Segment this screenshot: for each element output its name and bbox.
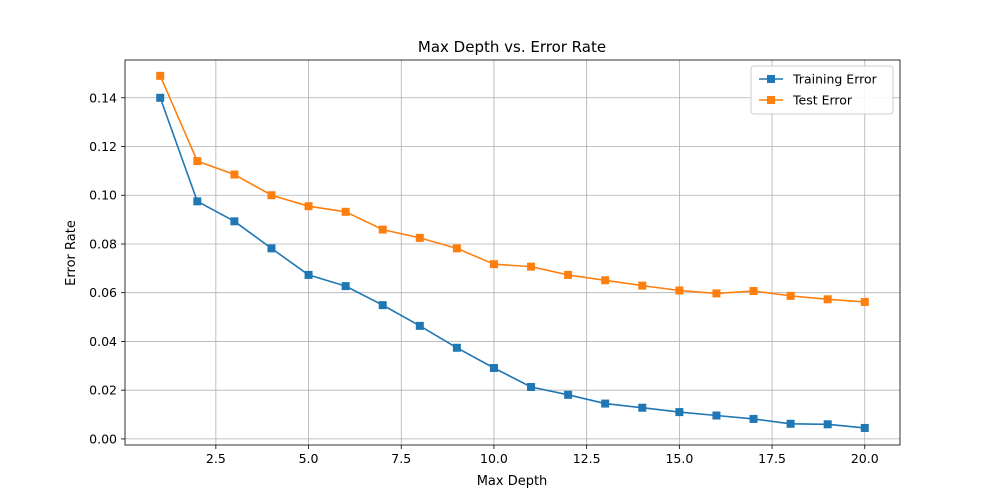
data-point (341, 207, 350, 216)
data-point (675, 286, 684, 295)
data-point (304, 202, 313, 211)
data-point (638, 281, 647, 290)
y-tick-label: 0.10 (89, 188, 117, 203)
data-point (749, 287, 758, 295)
data-point (564, 270, 573, 279)
data-point (341, 282, 350, 291)
y-tick-label: 0.14 (89, 90, 117, 105)
data-point (675, 408, 684, 417)
data-point (527, 262, 536, 271)
data-point (712, 411, 721, 420)
data-point (786, 419, 795, 428)
data-point (823, 295, 832, 304)
data-point (267, 191, 276, 200)
data-point (452, 244, 461, 253)
y-tick-label: 0.02 (89, 383, 117, 398)
y-tick-label: 0.00 (89, 431, 117, 446)
chart-title: Max Depth vs. Error Rate (418, 38, 606, 56)
grid (125, 60, 900, 445)
data-point (156, 71, 165, 80)
data-point (860, 423, 869, 432)
data-point (304, 270, 313, 279)
data-point (489, 260, 498, 269)
data-point (156, 93, 165, 102)
series-line (159, 75, 865, 303)
legend-box (750, 65, 894, 115)
plot-area-frame (124, 59, 901, 446)
data-point (489, 364, 498, 372)
data-point (601, 276, 610, 285)
x-tick-label: 15.0 (665, 451, 693, 466)
data-point (267, 244, 276, 253)
data-point (601, 399, 610, 408)
y-tick-label: 0.06 (89, 285, 117, 300)
x-tick-label: 12.5 (573, 451, 601, 466)
data-point (378, 301, 387, 310)
y-tick-label: 0.08 (89, 236, 117, 251)
data-point (786, 291, 795, 300)
legend-swatch-marker (767, 75, 775, 83)
data-point (527, 383, 536, 392)
data-point (230, 217, 239, 226)
data-point (860, 297, 869, 306)
axis-ticks: 2.5 5.0 7.5 10.0 12.5 15.0 17.5 20.0 0.00 0.02 0.0… (89, 90, 879, 466)
x-tick-label: 5.0 (299, 451, 319, 466)
legend: Training Error Test Error (750, 65, 894, 115)
legend-label: Test Error (792, 93, 853, 108)
data-point (712, 289, 721, 298)
y-axis-label: Error Rate (64, 220, 79, 286)
series-line (159, 97, 865, 429)
data-point (193, 197, 202, 206)
series-1 (156, 93, 869, 432)
data-point (193, 157, 202, 166)
data-point (823, 420, 832, 429)
data-point (378, 225, 387, 234)
legend-label: Training Error (792, 72, 878, 87)
y-tick-label: 0.12 (89, 139, 117, 154)
series-2 (156, 71, 869, 306)
data-point (638, 403, 647, 412)
x-tick-label: 7.5 (391, 451, 411, 466)
x-tick-label: 10.0 (480, 451, 508, 466)
data-point (452, 343, 461, 352)
legend-swatch-marker (767, 96, 775, 104)
x-tick-label: 2.5 (206, 451, 226, 466)
data-point (415, 321, 424, 330)
x-tick-label: 20.0 (851, 451, 879, 466)
data-point (564, 390, 573, 399)
x-tick-label: 17.5 (758, 451, 786, 466)
data-point (415, 233, 424, 242)
data-point (749, 414, 758, 423)
x-axis-label: Max Depth (477, 474, 548, 489)
y-tick-label: 0.04 (89, 334, 117, 349)
data-point (230, 170, 239, 179)
plot-series (156, 71, 869, 432)
